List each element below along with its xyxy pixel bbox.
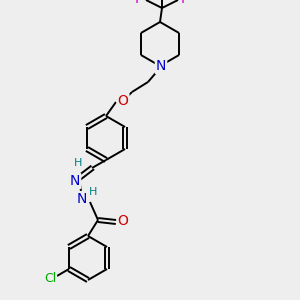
Text: H: H xyxy=(74,158,82,168)
Text: H: H xyxy=(89,187,97,197)
Text: Cl: Cl xyxy=(44,272,56,286)
Text: N: N xyxy=(156,59,166,73)
Text: O: O xyxy=(118,94,128,108)
Text: O: O xyxy=(118,214,128,228)
Text: F: F xyxy=(181,0,189,6)
Text: N: N xyxy=(70,174,80,188)
Text: N: N xyxy=(77,192,87,206)
Text: F: F xyxy=(135,0,143,6)
